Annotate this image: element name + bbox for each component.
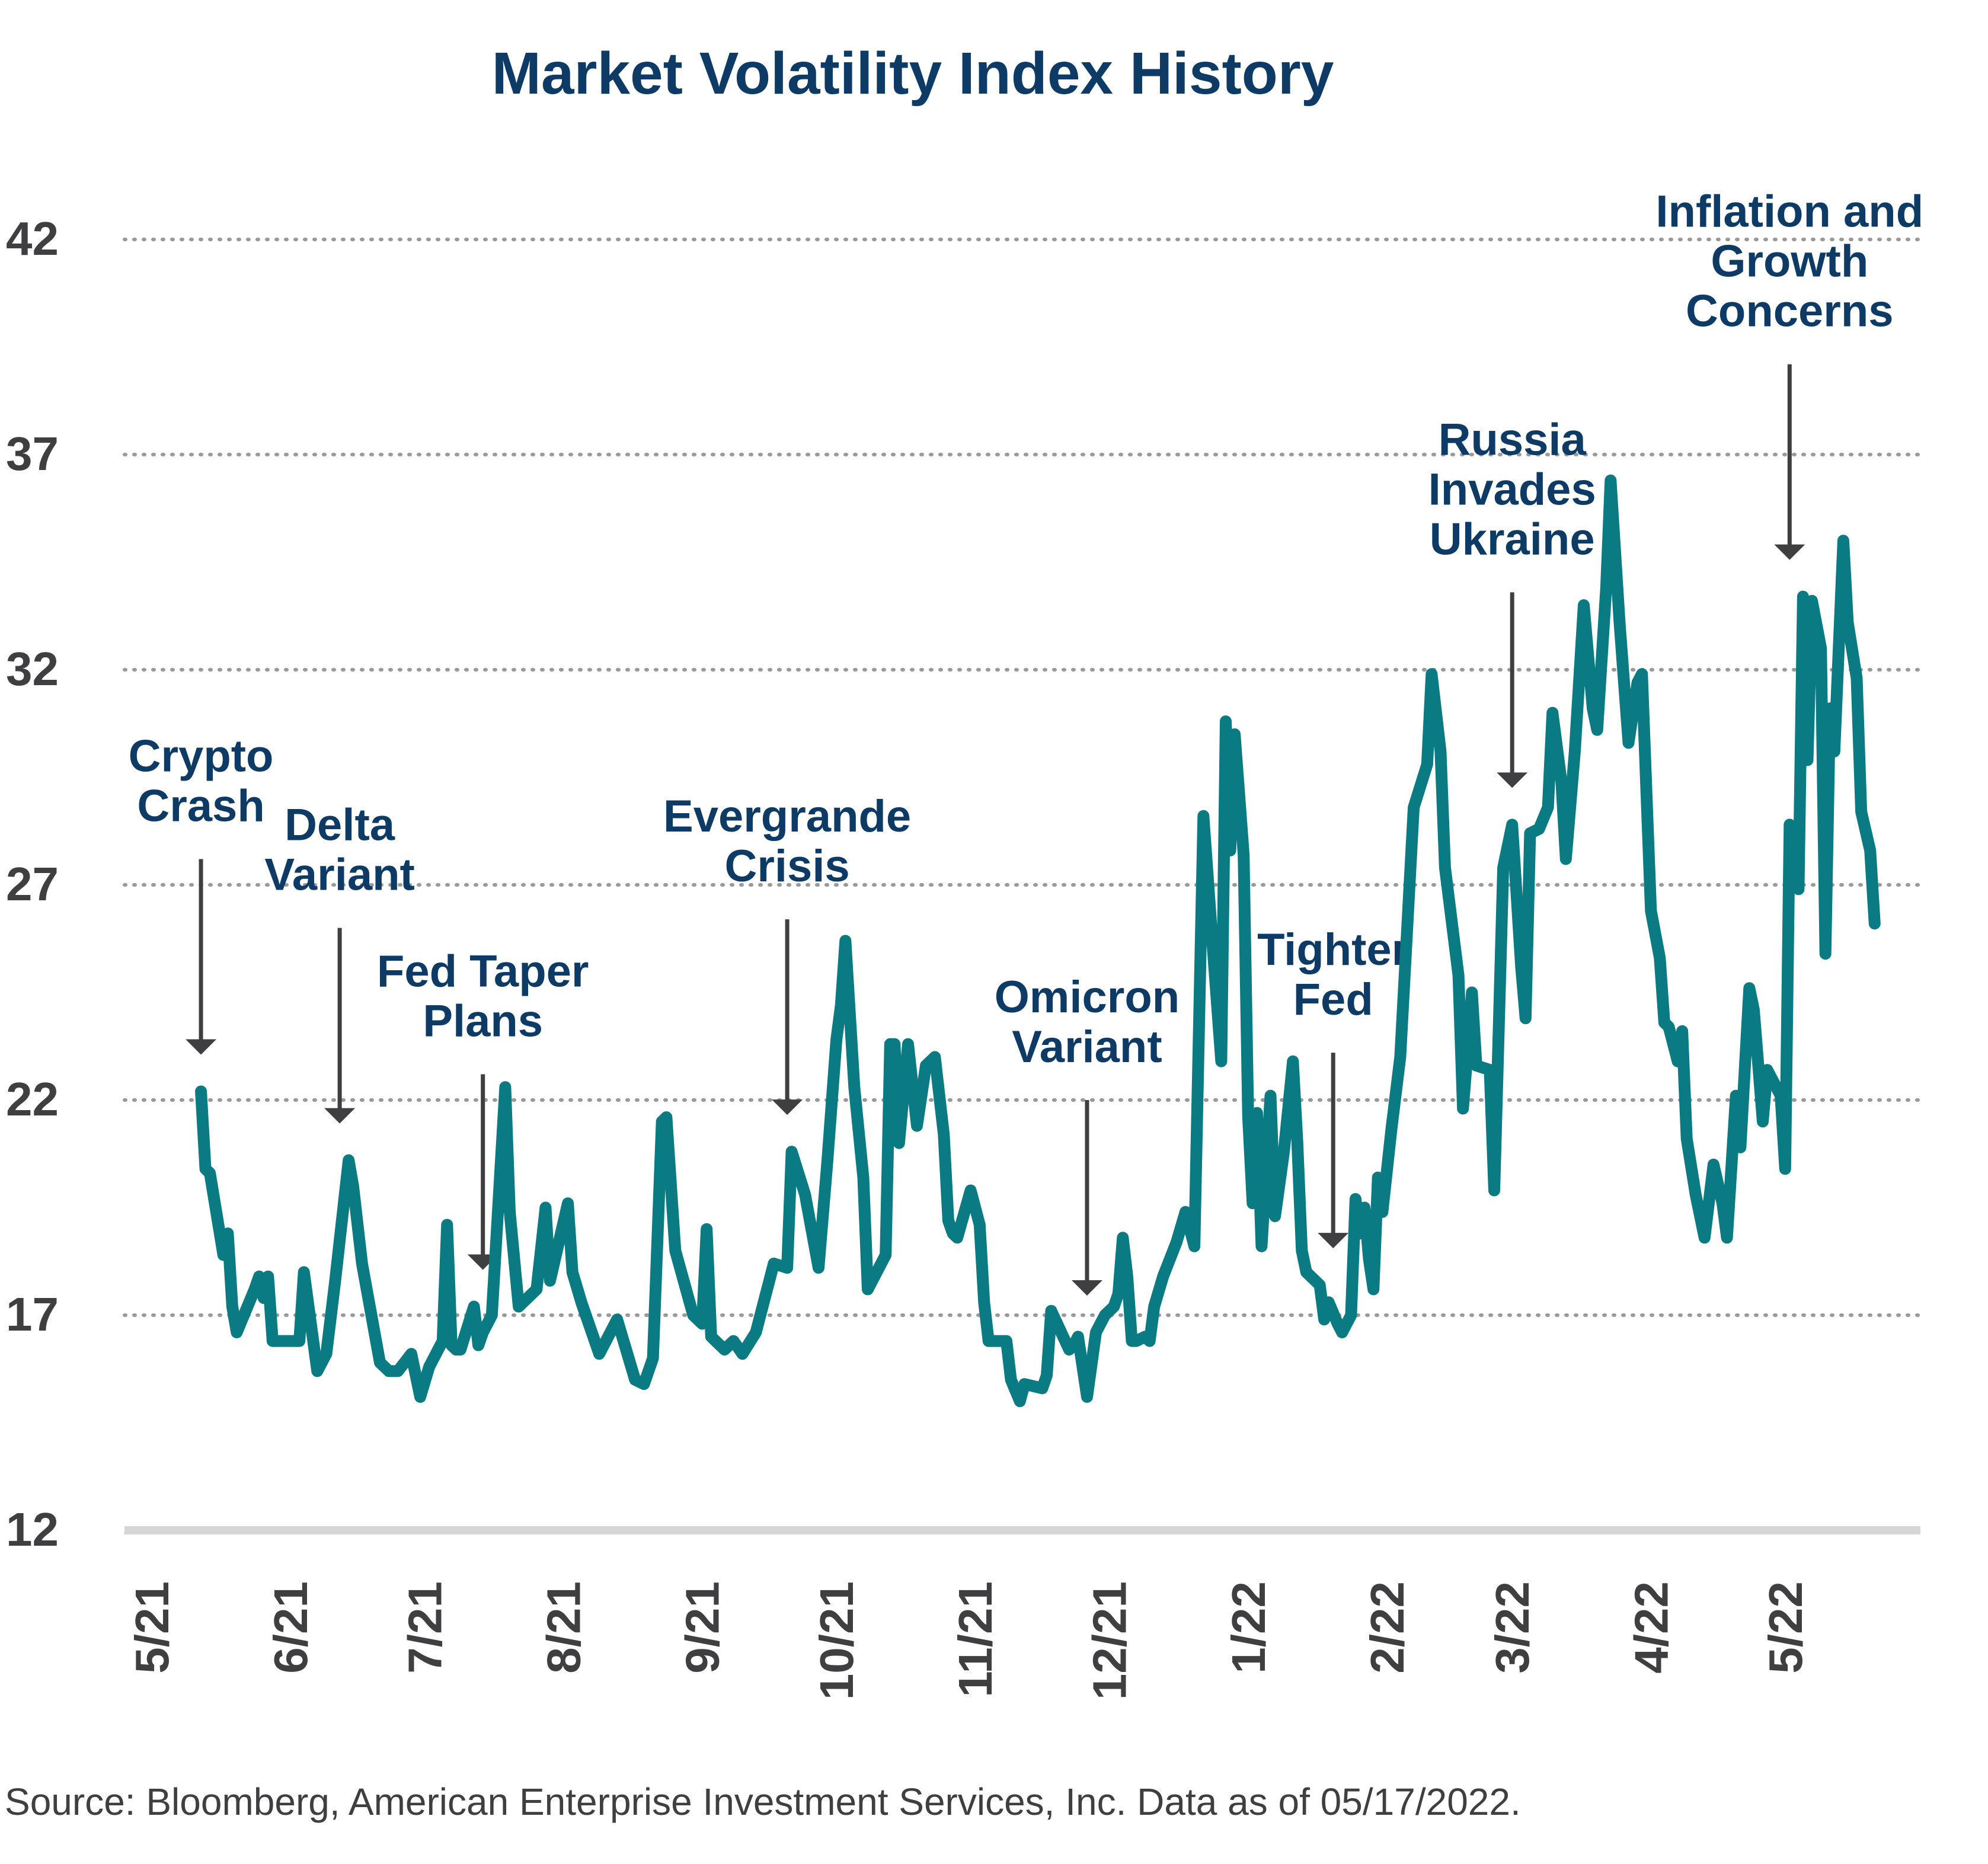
chart-title: Market Volatility Index History <box>492 40 1334 107</box>
annotation-label: Crypto <box>129 731 274 781</box>
arrow-head-icon <box>1497 772 1528 788</box>
x-axis-ticks: 5/21 6/21 7/21 8/21 9/21 10/21 11/21 12/21 1/22 2… <box>126 1581 1812 1700</box>
annotation-label: Plans <box>423 996 543 1046</box>
y-tick-label: 32 <box>6 642 59 695</box>
annotation-label: Variant <box>1012 1022 1162 1072</box>
x-tick-label: 10/21 <box>810 1581 863 1700</box>
x-tick-label: 7/21 <box>399 1581 452 1674</box>
y-tick-label: 42 <box>6 212 59 265</box>
annotation-label: Russia <box>1439 414 1587 465</box>
annotation-label: Growth <box>1711 236 1868 287</box>
x-tick-label: 11/21 <box>949 1581 1002 1697</box>
annotation-label: Fed <box>1293 974 1373 1025</box>
y-tick-label: 27 <box>6 858 59 910</box>
x-tick-label: 5/21 <box>126 1581 178 1674</box>
x-tick-label: 1/22 <box>1222 1581 1275 1674</box>
annotation-label: Fed Taper <box>377 946 589 996</box>
x-tick-label: 9/21 <box>676 1581 729 1674</box>
annotation-label: Crash <box>137 781 264 831</box>
source-note: Source: Bloomberg, American Enterprise I… <box>5 1780 1521 1823</box>
y-axis-ticks: 42 37 32 27 22 17 12 <box>6 212 59 1556</box>
arrow-head-icon <box>772 1099 803 1115</box>
arrow-head-icon <box>1318 1233 1349 1249</box>
x-tick-label: 8/21 <box>538 1581 590 1674</box>
x-tick-label: 2/22 <box>1361 1581 1414 1674</box>
x-tick-label: 5/22 <box>1759 1581 1812 1674</box>
annotation-label: Ukraine <box>1430 514 1595 564</box>
annotation-label: Omicron <box>995 972 1180 1022</box>
y-tick-label: 12 <box>6 1503 59 1556</box>
x-tick-label: 3/22 <box>1486 1581 1539 1674</box>
annotation-label: Inflation and <box>1655 187 1923 237</box>
x-tick-label: 4/22 <box>1625 1581 1677 1674</box>
annotation-label: Evergrande <box>663 791 911 842</box>
annotation-label: Tighter <box>1257 925 1409 975</box>
annotation-label: Delta <box>285 800 395 851</box>
arrow-head-icon <box>186 1039 217 1055</box>
arrow-head-icon <box>1774 544 1805 560</box>
annotation-label: Crisis <box>724 841 849 891</box>
y-tick-label: 17 <box>6 1288 59 1341</box>
arrow-head-icon <box>324 1108 356 1124</box>
x-tick-label: 6/21 <box>264 1581 317 1674</box>
annotation-label: Variant <box>264 850 414 900</box>
annotation-label: Invades <box>1428 464 1596 514</box>
y-tick-label: 22 <box>6 1073 59 1126</box>
annotation-label: Concerns <box>1686 286 1894 337</box>
vix-series-line <box>195 474 1881 1408</box>
arrow-head-icon <box>1071 1280 1102 1296</box>
series-layer <box>195 474 1881 1408</box>
y-tick-label: 37 <box>6 427 59 480</box>
x-tick-label: 12/21 <box>1084 1581 1136 1700</box>
